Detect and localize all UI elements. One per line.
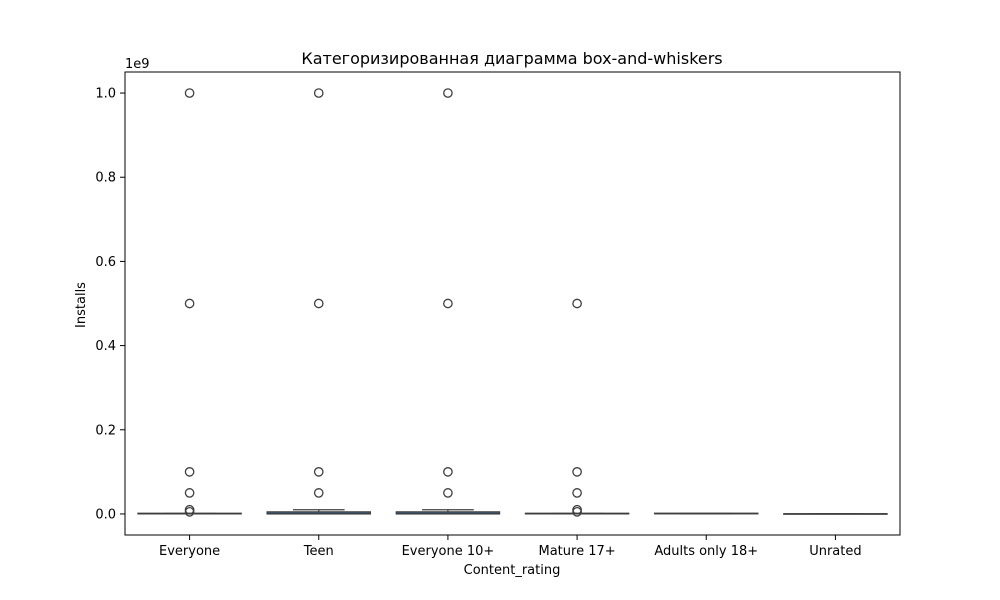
box-everyone-10- [395, 88, 501, 515]
x-tick-label: Unrated [809, 544, 861, 559]
box-everyone [137, 88, 242, 517]
outlier-point [572, 488, 582, 498]
outlier-point [313, 488, 324, 498]
plot-area-frame [124, 71, 901, 536]
outlier-point [184, 488, 195, 498]
y-tick-label: 0.8 [95, 171, 116, 186]
y-tick-label: 1.0 [95, 87, 116, 102]
outlier-point [184, 467, 195, 477]
y-axis-label: Installs [74, 282, 89, 328]
outlier-point [572, 506, 582, 517]
x-tick-label: Everyone 10+ [402, 544, 495, 559]
y-axis-ticks: 0.0 0.2 0.4 0.6 0.8 1.0 [95, 87, 125, 522]
box-mature-17- [524, 298, 630, 517]
outlier-point [313, 298, 324, 309]
y-tick-label: 0.2 [95, 423, 116, 438]
y-tick-label: 0.0 [95, 507, 116, 522]
outlier-point [443, 488, 453, 498]
outlier-point [313, 467, 324, 477]
outlier-point [443, 88, 453, 98]
outlier-point [572, 298, 582, 309]
boxes-layer [137, 88, 888, 517]
y-offset-label: 1e9 [125, 57, 150, 72]
outlier-point [184, 298, 195, 309]
y-tick-label: 0.4 [95, 339, 116, 354]
outlier-point [184, 88, 195, 98]
box-adults-only-18- [653, 512, 759, 515]
outlier-point [313, 88, 324, 98]
x-axis-ticks: Everyone Teen Everyone 10+ Mature 17+ Adults… [159, 535, 862, 559]
outlier-point [443, 467, 453, 477]
box-teen [266, 88, 372, 515]
outlier-point [443, 298, 453, 309]
y-tick-label: 0.6 [95, 255, 116, 270]
outlier-point [572, 467, 582, 477]
outlier-point [184, 506, 195, 517]
x-tick-label: Mature 17+ [539, 544, 616, 559]
x-axis-label: Content_rating [464, 563, 561, 578]
x-tick-label: Adults only 18+ [654, 544, 758, 559]
box-unrated [783, 513, 888, 515]
x-tick-label: Teen [303, 544, 334, 559]
x-tick-label: Everyone [159, 544, 220, 559]
chart-title: Категоризированная диаграмма box-and-whi… [301, 49, 722, 68]
